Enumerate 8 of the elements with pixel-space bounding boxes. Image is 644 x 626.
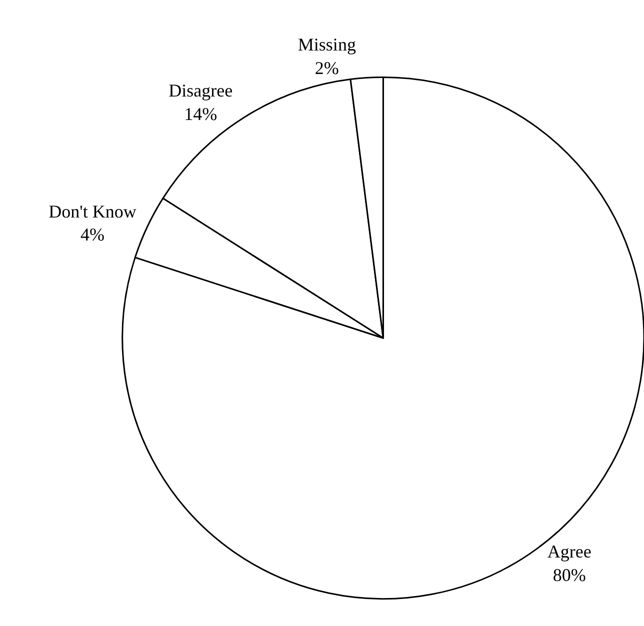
data-label: 4%	[80, 224, 104, 245]
data-label: 2%	[314, 58, 339, 78]
slice-label: Agree	[547, 542, 592, 562]
slice-label: Missing	[298, 34, 356, 54]
slice-label: Don't Know	[48, 201, 136, 222]
data-label: 14%	[184, 104, 218, 124]
data-label: 80%	[552, 564, 586, 585]
slice-label: Disagree	[168, 80, 233, 101]
